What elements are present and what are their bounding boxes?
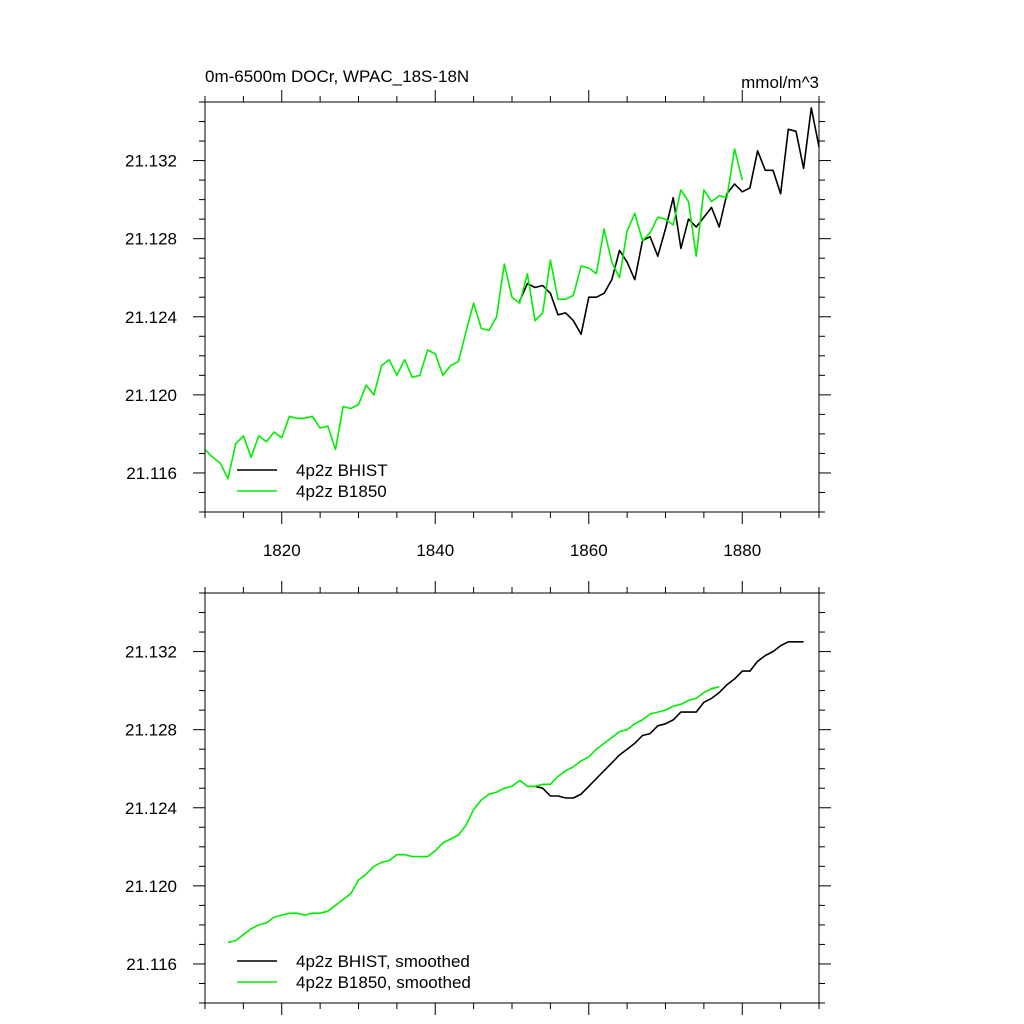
bottom-panel: 21.116 21.120 21.124 21.128 21.132 4p2z BHIS… [125,581,831,1015]
series-line-0 [518,107,820,336]
bottom-legend: 4p2z BHIST, smoothed 4p2z B1850, smoothe… [237,952,471,992]
top-axes-ticks [193,90,831,524]
y-tick-label: 21.132 [125,152,177,171]
legend-label-bhist-smoothed: 4p2z BHIST, smoothed [296,952,470,971]
top-panel: 0m-6500m DOCr, WPAC_18S-18N mmol/m^3 182… [125,67,831,560]
y-tick-label: 21.128 [125,721,177,740]
y-tick-label: 21.120 [125,386,177,405]
y-tick-label: 21.128 [125,230,177,249]
bottom-plot-frame [204,592,820,1004]
series-line-1 [227,685,720,944]
y-tick-label: 21.120 [125,877,177,896]
units-label: mmol/m^3 [741,73,819,92]
top-legend: 4p2z BHIST 4p2z B1850 [237,461,388,501]
y-tick-label: 21.124 [125,308,177,327]
x-tick-label: 1820 [263,541,301,560]
top-plot-lines [204,107,820,480]
bottom-plot-lines [227,640,804,944]
series-line-1 [204,148,744,480]
x-tick-label: 1880 [723,541,761,560]
top-plot-frame [204,101,820,513]
y-tick-label: 21.132 [125,643,177,662]
bottom-tick-labels: 21.116 21.120 21.124 21.128 21.132 [125,643,177,974]
y-tick-label: 21.116 [126,955,177,974]
bottom-axes-ticks [193,581,831,1015]
series-line-0 [527,640,804,799]
top-tick-labels: 1820 1840 1860 1880 21.116 21.120 21.124 21.128… [125,152,761,560]
x-tick-label: 1840 [416,541,454,560]
legend-label-b1850-smoothed: 4p2z B1850, smoothed [296,973,471,992]
y-tick-label: 21.124 [125,799,177,818]
x-tick-label: 1860 [570,541,608,560]
legend-label-bhist: 4p2z BHIST [296,461,388,480]
y-tick-label: 21.116 [126,464,177,483]
chart-title: 0m-6500m DOCr, WPAC_18S-18N [205,67,469,86]
legend-label-b1850: 4p2z B1850 [296,482,387,501]
